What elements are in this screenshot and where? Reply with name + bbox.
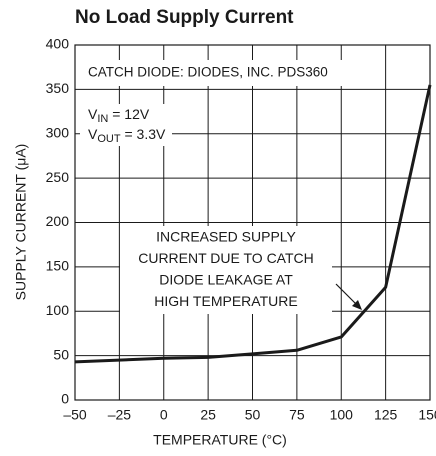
y-tick-label: 50	[53, 346, 69, 362]
y-tick-label: 100	[46, 302, 70, 318]
annotation: INCREASED SUPPLY	[156, 229, 296, 245]
y-tick-label: 400	[46, 36, 70, 52]
annotation: HIGH TEMPERATURE	[154, 293, 297, 309]
y-axis-label: SUPPLY CURRENT (μA)	[13, 144, 29, 301]
annotation: CATCH DIODE: DIODES, INC. PDS360	[88, 65, 328, 80]
y-tick-label: 250	[46, 169, 70, 185]
x-tick-label: –50	[63, 407, 87, 423]
data-line	[74, 84, 432, 364]
x-tick-label: 150	[418, 407, 436, 423]
x-tick-label: 125	[374, 407, 398, 423]
y-tick-label: 300	[46, 124, 70, 140]
arrow-head	[352, 300, 362, 310]
y-tick-label: 150	[46, 258, 70, 274]
label-bg	[80, 60, 376, 86]
x-tick-label: 75	[289, 407, 305, 423]
annotation: DIODE LEAKAGE AT	[159, 272, 293, 288]
plot-frame	[74, 44, 431, 401]
x-axis-label: TEMPERATURE (°C)	[153, 432, 287, 448]
x-tick-label: –25	[108, 407, 132, 423]
x-tick-label: 25	[200, 407, 216, 423]
y-tick-label: 200	[46, 213, 70, 229]
chart-title: No Load Supply Current	[75, 7, 294, 28]
label-bg	[120, 226, 332, 314]
arrow	[335, 283, 359, 307]
annotation: CURRENT DUE TO CATCH	[138, 250, 314, 266]
x-tick-label: 50	[245, 407, 261, 423]
x-tick-label: 0	[160, 407, 168, 423]
x-tick-label: 100	[330, 407, 354, 423]
y-tick-label: 0	[61, 391, 69, 407]
annotation: VIN = 12V	[88, 106, 150, 125]
y-tick-label: 350	[46, 80, 70, 96]
annotation: VOUT = 3.3V	[88, 126, 166, 145]
label-bg	[80, 104, 172, 146]
